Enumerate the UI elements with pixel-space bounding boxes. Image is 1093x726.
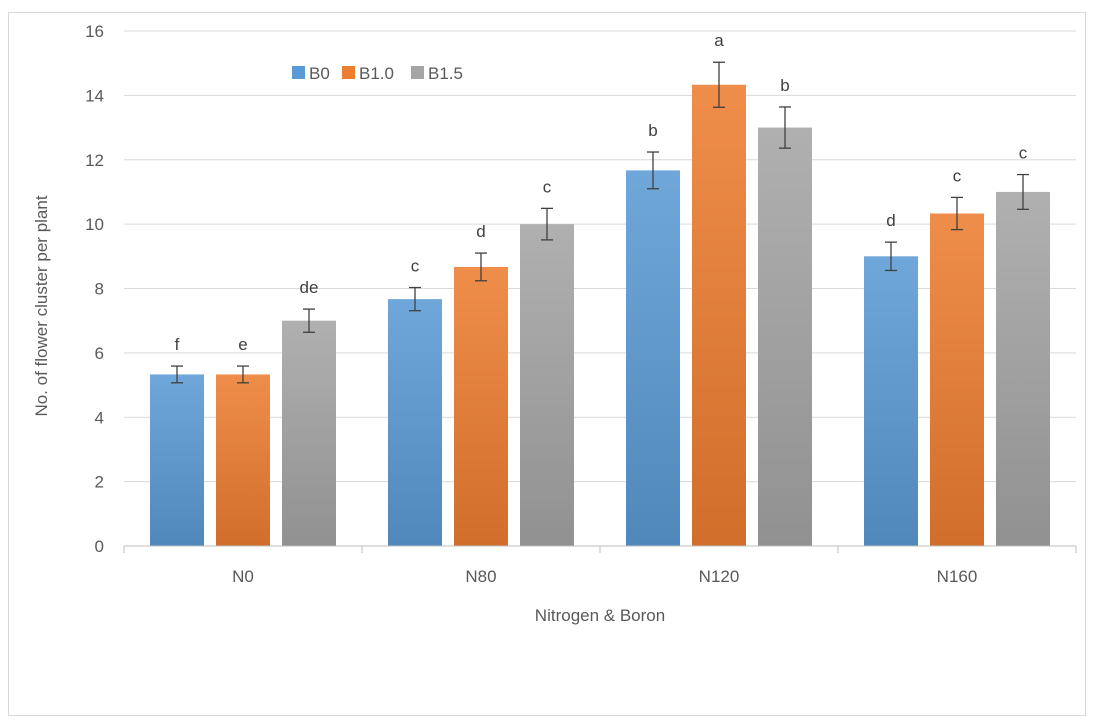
significance-letter: de bbox=[300, 278, 319, 297]
significance-letter: b bbox=[780, 76, 789, 95]
y-tick-label: 16 bbox=[85, 22, 104, 41]
legend-swatch-B1.0 bbox=[342, 66, 355, 79]
y-tick-label: 10 bbox=[85, 215, 104, 234]
x-tick-label: N80 bbox=[465, 567, 496, 586]
legend-swatch-B0 bbox=[292, 66, 305, 79]
axes: 0 2 4 6 8 10 12 14 16 N0 N80 N120 N160 bbox=[85, 22, 1077, 586]
error-bar bbox=[237, 365, 249, 384]
legend-swatch-B1.5 bbox=[411, 66, 424, 79]
significance-letter: f bbox=[175, 335, 180, 354]
legend: B0 B1.0 B1.5 bbox=[292, 64, 463, 83]
bar-N80-B1.5 bbox=[520, 224, 574, 546]
error-bar bbox=[713, 61, 725, 108]
x-tick-label: N160 bbox=[937, 567, 978, 586]
bar-N160-B1.0 bbox=[930, 213, 984, 547]
y-tick-label: 2 bbox=[95, 473, 104, 492]
legend-label-B1.0: B1.0 bbox=[359, 64, 394, 83]
significance-letter: d bbox=[886, 211, 895, 230]
significance-letter: d bbox=[476, 222, 485, 241]
error-bar bbox=[303, 308, 315, 333]
y-axis-title: No. of flower cluster per plant bbox=[32, 195, 51, 416]
y-tick-label: 12 bbox=[85, 151, 104, 170]
x-tick-label: N120 bbox=[699, 567, 740, 586]
bar-N80-B0 bbox=[388, 299, 442, 546]
significance-letter: c bbox=[1019, 144, 1028, 163]
bar-N160-B0 bbox=[864, 256, 918, 546]
significance-letter: b bbox=[648, 121, 657, 140]
error-bar bbox=[409, 286, 421, 312]
significance-letter: a bbox=[714, 31, 724, 50]
error-bar bbox=[171, 365, 183, 384]
y-tick-label: 14 bbox=[85, 86, 104, 105]
error-bar bbox=[885, 241, 897, 272]
bar-N120-B0 bbox=[626, 170, 680, 546]
y-tick-label: 4 bbox=[95, 408, 104, 427]
legend-label-B1.5: B1.5 bbox=[428, 64, 463, 83]
significance-letter: e bbox=[238, 335, 247, 354]
bar-N120-B1.0 bbox=[692, 84, 746, 547]
error-bar bbox=[541, 207, 553, 241]
bar-N0-B1.5 bbox=[282, 320, 336, 546]
error-bar bbox=[951, 196, 963, 231]
legend-label-B0: B0 bbox=[309, 64, 330, 83]
significance-letter: c bbox=[953, 166, 962, 185]
x-axis-title: Nitrogen & Boron bbox=[535, 606, 665, 625]
y-tick-label: 0 bbox=[95, 537, 104, 556]
bar-N160-B1.5 bbox=[996, 191, 1050, 546]
x-tick-label: N0 bbox=[232, 567, 254, 586]
error-bar bbox=[779, 106, 791, 149]
error-bar bbox=[1017, 173, 1029, 210]
bar-N0-B0 bbox=[150, 374, 204, 546]
significance-letter: c bbox=[543, 177, 552, 196]
error-bar bbox=[475, 252, 487, 282]
y-tick-label: 8 bbox=[95, 280, 104, 299]
error-bar bbox=[647, 151, 659, 190]
bar-N80-B1.0 bbox=[454, 266, 508, 546]
significance-letter: c bbox=[411, 257, 420, 276]
bar-N0-B1.0 bbox=[216, 374, 270, 546]
y-tick-label: 6 bbox=[95, 344, 104, 363]
bar-N120-B1.5 bbox=[758, 127, 812, 546]
bars: f e de c d c b a b d c c bbox=[150, 31, 1050, 547]
